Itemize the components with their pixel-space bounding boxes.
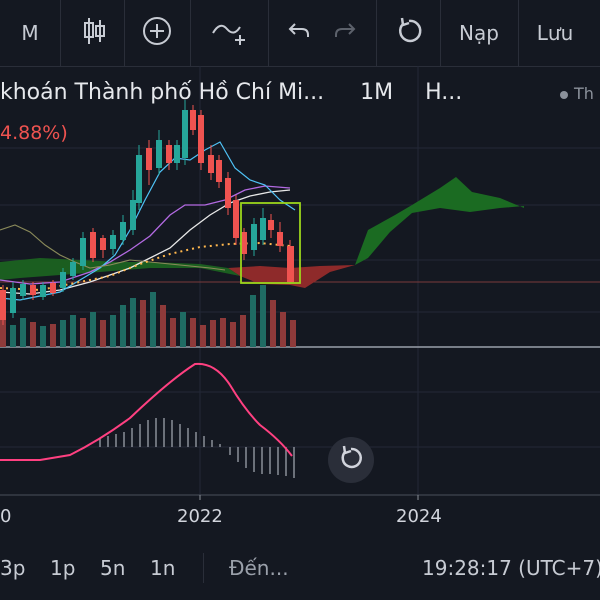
reset-view-button[interactable]: [328, 437, 374, 483]
toolbar-divider: [268, 0, 269, 66]
redo-icon: [332, 19, 360, 48]
toolbar-divider: [376, 0, 377, 66]
clock-timezone[interactable]: 19:28:17 (UTC+7): [422, 556, 600, 580]
add-indicator-icon: [141, 15, 173, 52]
goto-date-button[interactable]: Đến...: [229, 556, 289, 580]
reload-button[interactable]: [380, 0, 438, 66]
candlesticks: [0, 100, 294, 325]
highlight-rectangle[interactable]: [240, 202, 301, 284]
interval-label: M: [21, 21, 39, 45]
price-chart[interactable]: [0, 0, 600, 548]
legend-interval: 1M: [360, 80, 394, 105]
reload-icon: [394, 16, 424, 51]
x-axis-label: 2024: [396, 506, 442, 527]
ma-line-olive: [0, 224, 226, 271]
ichimoku-cloud-bullish: [355, 177, 524, 265]
toolbar-divider: [190, 0, 191, 66]
load-layout-button[interactable]: Nạp: [442, 0, 516, 66]
range-5n[interactable]: 5n: [100, 556, 126, 580]
toolbar-divider: [60, 0, 61, 66]
x-axis-label: 0: [0, 506, 12, 527]
reset-view-icon: [337, 444, 365, 476]
legend-exchange: H...: [425, 80, 463, 105]
ma-line-cyan: [0, 141, 296, 301]
price-change-percent: 4.88%): [0, 122, 68, 144]
compare-icon: [210, 15, 250, 52]
chart-type-button[interactable]: [64, 0, 124, 66]
interval-button[interactable]: M: [0, 0, 60, 66]
undo-button[interactable]: [276, 0, 320, 66]
save-label: Lưu: [536, 21, 574, 45]
save-layout-button[interactable]: Lưu: [520, 0, 590, 66]
range-1n[interactable]: 1n: [150, 556, 176, 580]
x-axis-label: 2022: [177, 506, 223, 527]
volume-bars: [0, 285, 296, 347]
top-toolbar: M: [0, 0, 600, 67]
range-1p[interactable]: 1p: [50, 556, 76, 580]
symbol-legend[interactable]: khoán Thành phố Hồ Chí Mi... 1M H...: [0, 80, 462, 105]
redo-button[interactable]: [324, 0, 368, 66]
symbol-title: khoán Thành phố Hồ Chí Mi...: [0, 80, 325, 105]
load-label: Nạp: [459, 21, 499, 45]
toolbar-divider: [440, 0, 441, 66]
indicator-legend-label: Th: [574, 84, 594, 103]
candlestick-icon: [81, 16, 107, 51]
bottom-divider: [203, 553, 204, 583]
toolbar-divider: [124, 0, 125, 66]
indicator-legend[interactable]: Th: [560, 84, 594, 103]
macd-histogram: [99, 418, 295, 478]
indicator-dot-icon: [560, 90, 568, 99]
undo-icon: [284, 19, 312, 48]
toolbar-divider: [518, 0, 519, 66]
range-3p[interactable]: 3p: [0, 556, 26, 580]
indicators-button[interactable]: [126, 0, 188, 66]
ichimoku-cloud-past: [0, 258, 240, 280]
compare-button[interactable]: [198, 0, 262, 66]
macd-line: [0, 362, 293, 461]
